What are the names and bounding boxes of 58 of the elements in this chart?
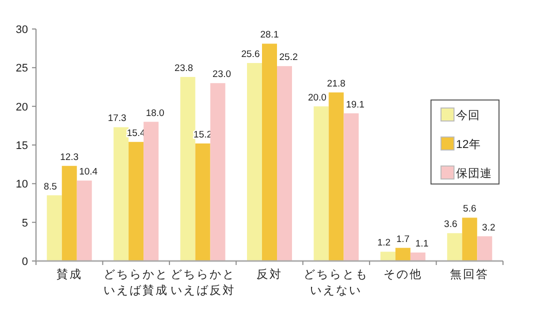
bar: [195, 143, 210, 261]
bar: [344, 113, 359, 261]
x-tick-label: その他: [383, 268, 422, 281]
data-label: 28.1: [260, 30, 279, 41]
bar: [62, 166, 77, 261]
data-label: 19.1: [346, 99, 364, 110]
data-label: 21.8: [326, 78, 346, 90]
bar: [447, 233, 462, 261]
data-label: 1.7: [396, 234, 410, 245]
bar: [380, 252, 396, 261]
bar: [128, 142, 144, 261]
data-label: 3.6: [444, 219, 458, 230]
data-label: 5.6: [463, 204, 476, 215]
data-label: 1.2: [377, 238, 391, 249]
bar: [180, 76, 196, 261]
data-label: 25.6: [241, 49, 260, 60]
bar: [247, 63, 262, 261]
data-label: 20.0: [308, 92, 326, 104]
bar: [314, 106, 329, 261]
data-label: 17.3: [108, 113, 126, 124]
bar: [477, 236, 492, 261]
data-label: 15.4: [126, 128, 146, 139]
x-tick-label: 賛成: [56, 268, 82, 281]
y-tick-label: 10: [16, 178, 28, 191]
data-label: 18.0: [146, 108, 164, 119]
bar: [262, 44, 277, 261]
data-label: 25.2: [279, 52, 298, 64]
bar: [277, 66, 292, 261]
bar: [395, 248, 410, 261]
x-tick-label: どちらかといえば賛成: [104, 269, 169, 297]
data-label: 3.2: [482, 222, 496, 234]
data-label: 8.5: [44, 181, 57, 192]
bar: [46, 195, 62, 261]
data-label: 23.8: [174, 62, 194, 74]
legend-label: 今回: [456, 109, 480, 122]
legend-label: 保団連: [456, 167, 492, 180]
y-tick-label: 5: [22, 217, 28, 230]
bar: [76, 180, 92, 261]
bar: [144, 122, 159, 261]
legend-label: 12年: [456, 138, 481, 151]
x-tick-label: 無回答: [450, 268, 490, 281]
data-label: 23.0: [212, 69, 232, 80]
y-tick-label: 0: [22, 256, 28, 268]
data-label: 10.4: [79, 166, 98, 178]
bar: [210, 83, 226, 261]
data-label: 1.1: [415, 238, 429, 250]
y-tick-label: 20: [16, 101, 28, 114]
bar: [328, 92, 344, 261]
y-tick-label: 25: [16, 62, 28, 75]
bar: [410, 252, 426, 261]
y-tick-label: 30: [16, 24, 28, 36]
bar: [114, 127, 129, 261]
x-tick-label: どちらかといえば反対: [170, 269, 236, 297]
x-tick-label: どちらともいえない: [304, 269, 369, 297]
data-label: 12.3: [60, 152, 79, 163]
x-tick-label: 反対: [256, 267, 282, 281]
y-tick-label: 15: [16, 140, 28, 152]
bar: [462, 218, 478, 261]
